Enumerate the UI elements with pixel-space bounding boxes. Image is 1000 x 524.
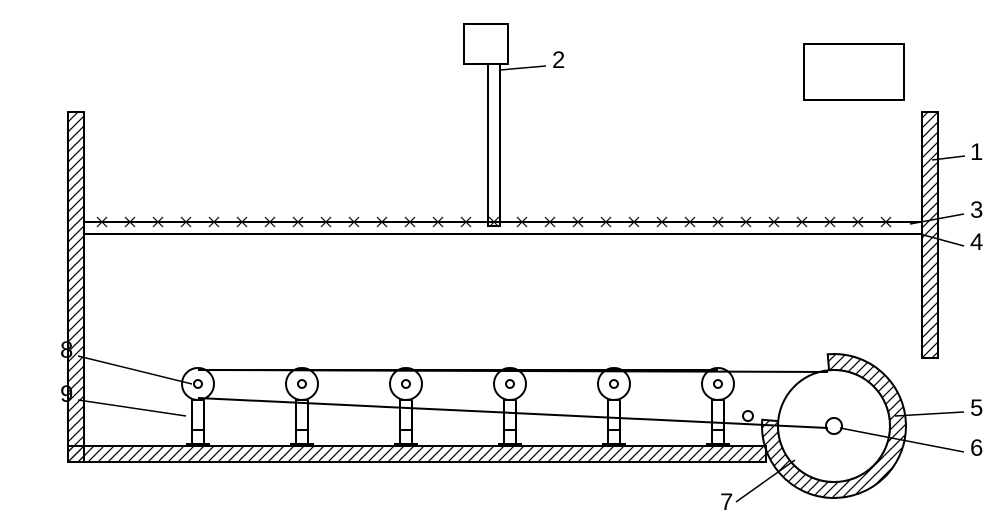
- roller-stand: [296, 400, 308, 430]
- label-1: 1: [970, 139, 983, 166]
- roller: [702, 368, 734, 400]
- leader-line: [78, 356, 192, 384]
- label-4: 4: [970, 229, 983, 256]
- label-6: 6: [970, 435, 983, 462]
- label-2: 2: [552, 47, 565, 74]
- roller-stand: [400, 400, 412, 430]
- shaft: [488, 64, 500, 226]
- roller: [390, 368, 422, 400]
- roller-stand: [192, 400, 204, 430]
- roller-stand: [712, 400, 724, 430]
- roller: [598, 368, 630, 400]
- label-3: 3: [970, 197, 983, 224]
- diagram-canvas: 1 2 3 4 5 6 7 8 9: [0, 0, 1000, 524]
- wall-left: [68, 112, 84, 462]
- label-5: 5: [970, 395, 983, 422]
- roller: [286, 368, 318, 400]
- label-7: 7: [720, 489, 733, 516]
- label-9: 9: [60, 381, 73, 408]
- wall-bottom: [68, 446, 766, 462]
- roller: [494, 368, 526, 400]
- label-8: 8: [60, 337, 73, 364]
- top-box-left: [464, 24, 508, 64]
- roller-stand: [608, 400, 620, 430]
- leader-line: [78, 400, 186, 416]
- tension-idler: [743, 411, 753, 421]
- roller-stand: [504, 400, 516, 430]
- roller: [182, 368, 214, 400]
- top-box-right: [804, 44, 904, 100]
- leader-line: [500, 66, 546, 70]
